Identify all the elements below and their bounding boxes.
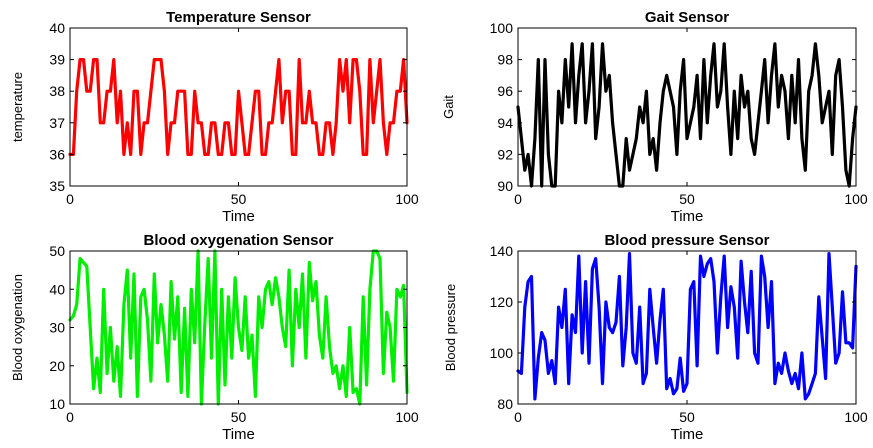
- gait-series-line: [516, 42, 858, 188]
- blood-pressure-ytick-label: 100: [490, 345, 514, 361]
- gait-y-axis-label: Gait: [441, 95, 456, 119]
- blood-oxygenation-series-line: [68, 249, 409, 406]
- blood-oxygenation-chart-title: Blood oxygenation Sensor: [143, 232, 333, 249]
- gait-ytick-label: 98: [497, 52, 513, 68]
- panel-blood-pressure: 0 50 100 80 100 120 140 Blood pressure Sensor Ti…: [443, 232, 868, 443]
- blood-oxygenation-ytick-label: 40: [49, 281, 65, 297]
- blood-pressure-y-axis-label: Blood pressure: [443, 284, 458, 371]
- blood-oxygenation-ytick-label: 10: [49, 396, 65, 412]
- temperature-ytick-label: 35: [49, 178, 65, 194]
- temperature-ytick-label: 39: [49, 52, 65, 68]
- gait-xtick-label: 50: [679, 191, 695, 207]
- blood-oxygenation-xtick-label: 0: [66, 409, 74, 425]
- temperature-ytick-label: 37: [49, 115, 65, 131]
- temperature-xtick-label: 50: [231, 191, 247, 207]
- panel-blood-oxygenation: 0 50 100 10 20 30 40 50 Blood oxygenation Sensor…: [10, 232, 419, 443]
- gait-ytick-label: 92: [497, 146, 513, 162]
- blood-oxygenation-ytick-label: 30: [49, 320, 65, 336]
- temperature-y-axis-label: temperature: [10, 72, 25, 142]
- panel-temperature: 0 50 100 35 36 37 38 39 40 Temperature Sensor Time…: [10, 9, 419, 225]
- blood-oxygenation-ytick-label: 50: [49, 243, 65, 259]
- gait-xtick-label: 100: [844, 191, 868, 207]
- gait-chart-title: Gait Sensor: [645, 9, 729, 26]
- blood-pressure-x-axis-label: Time: [671, 426, 704, 443]
- blood-oxygenation-y-axis-label: Blood oxygenation: [10, 274, 25, 381]
- blood-pressure-xtick-label: 0: [514, 409, 522, 425]
- temperature-ytick-label: 38: [49, 83, 65, 99]
- blood-pressure-xtick-label: 100: [844, 409, 868, 425]
- gait-ytick-label: 100: [490, 20, 514, 36]
- temperature-xtick-label: 100: [395, 191, 419, 207]
- blood-oxygenation-ytick-label: 20: [49, 358, 65, 374]
- temperature-series-line: [68, 58, 409, 156]
- gait-x-axis-label: Time: [671, 208, 704, 225]
- temperature-xtick-label: 0: [66, 191, 74, 207]
- blood-oxygenation-xtick-label: 100: [395, 409, 419, 425]
- blood-pressure-series-line: [516, 252, 858, 401]
- panel-gait: 0 50 100 90 92 94 96 98 100 Gait Sensor Time Gait: [441, 9, 868, 225]
- gait-ytick-label: 90: [497, 178, 513, 194]
- temperature-ytick-label: 36: [49, 146, 65, 162]
- blood-pressure-ytick-label: 120: [490, 294, 514, 310]
- gait-xtick-label: 0: [514, 191, 522, 207]
- blood-pressure-ytick-label: 140: [490, 243, 514, 259]
- blood-oxygenation-xtick-label: 50: [231, 409, 247, 425]
- blood-pressure-xtick-label: 50: [679, 409, 695, 425]
- blood-oxygenation-x-axis-label: Time: [222, 426, 255, 443]
- blood-pressure-chart-title: Blood pressure Sensor: [604, 232, 769, 249]
- temperature-ytick-label: 40: [49, 20, 65, 36]
- temperature-chart-title: Temperature Sensor: [166, 9, 311, 26]
- gait-ytick-label: 94: [497, 115, 513, 131]
- temperature-x-axis-label: Time: [222, 208, 255, 225]
- blood-pressure-ytick-label: 80: [497, 396, 513, 412]
- gait-ytick-label: 96: [497, 83, 513, 99]
